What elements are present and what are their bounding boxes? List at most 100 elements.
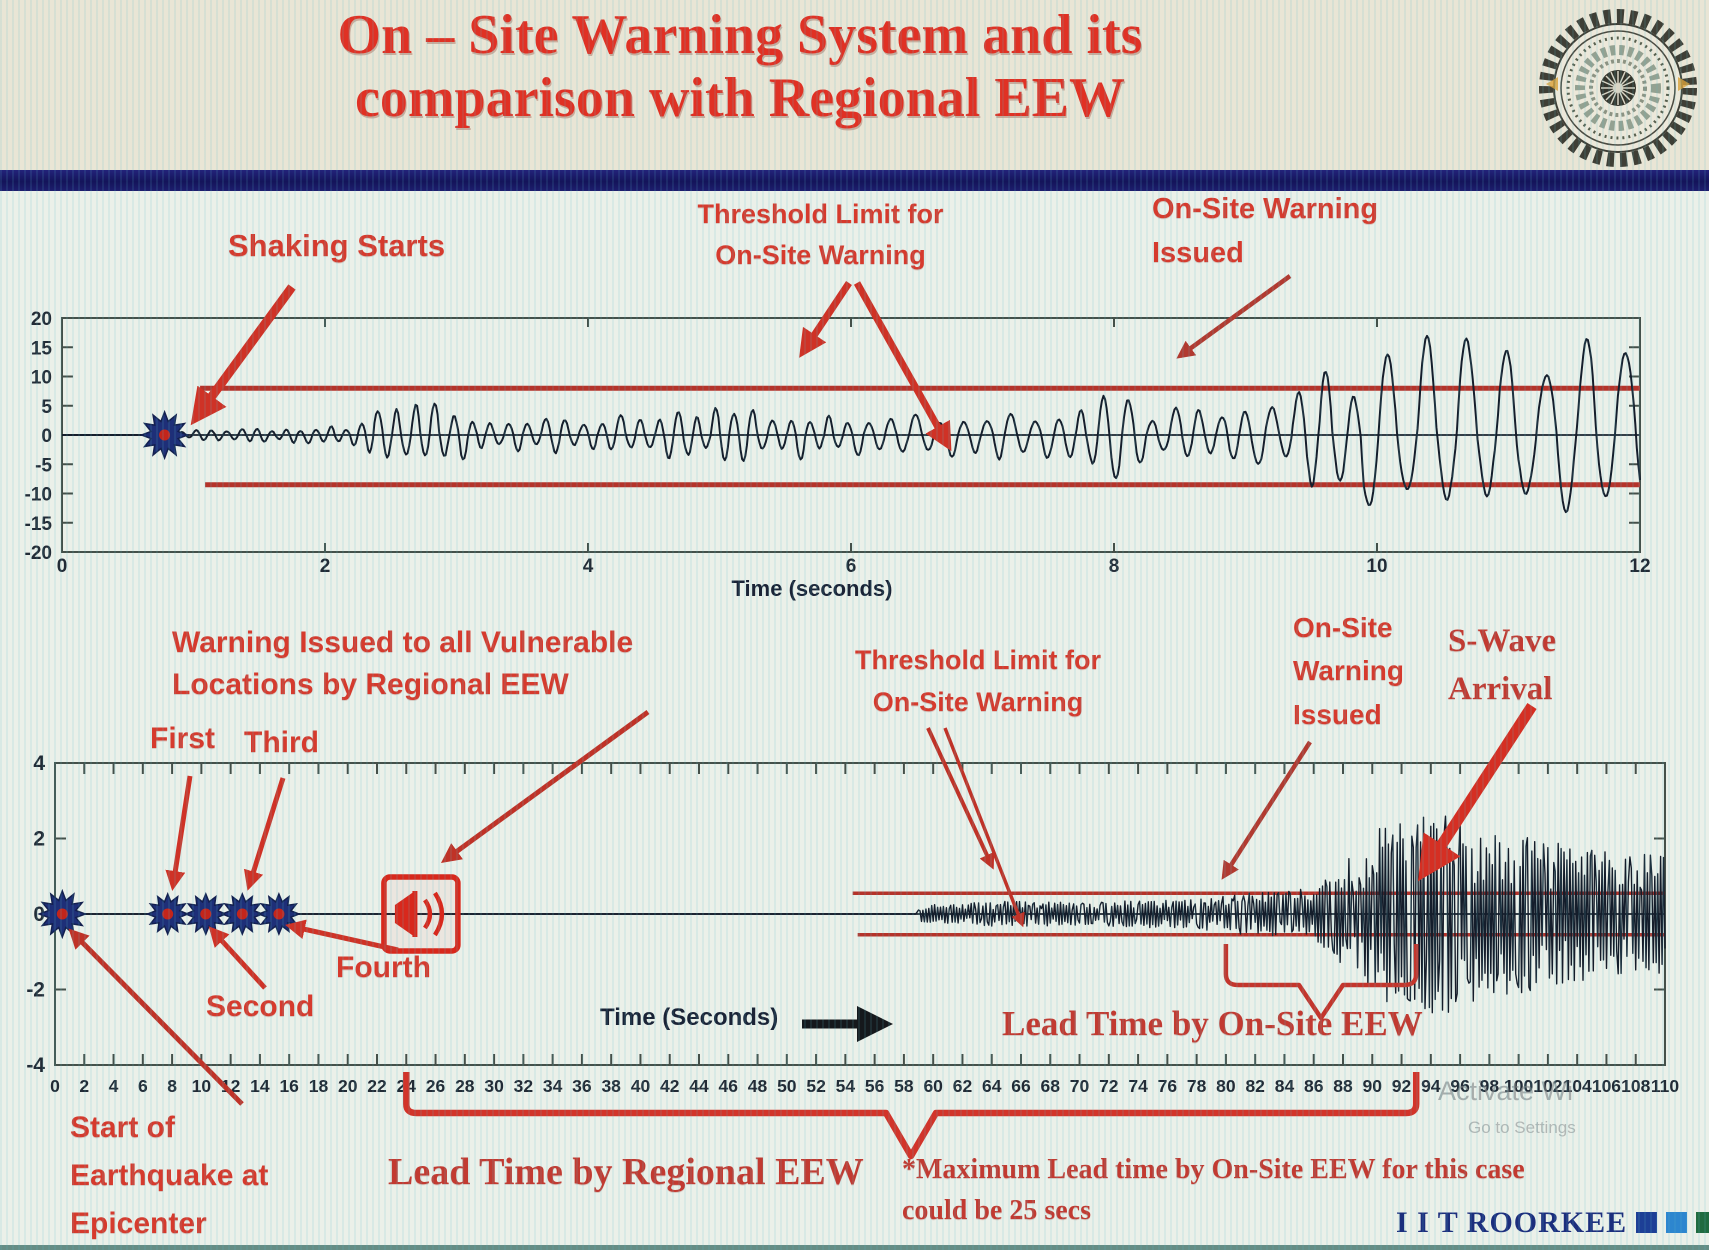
svg-text:82: 82 bbox=[1245, 1076, 1265, 1096]
svg-text:10: 10 bbox=[1366, 556, 1387, 577]
svg-text:92: 92 bbox=[1392, 1076, 1412, 1096]
slide-title-line2: comparison with Regional EEW bbox=[354, 66, 1126, 129]
svg-text:32: 32 bbox=[514, 1076, 534, 1096]
top-chart-xlabel: Time (seconds) bbox=[731, 576, 893, 601]
annotation-threshold-top: Threshold Limit for On-Site Warning bbox=[688, 194, 953, 275]
svg-text:2: 2 bbox=[79, 1076, 89, 1096]
annotation-regional-warning: Warning Issued to all Vulnerable Locatio… bbox=[172, 622, 633, 706]
svg-text:74: 74 bbox=[1128, 1076, 1148, 1096]
annotation-warning-issued-top-line1: On-Site Warning bbox=[1152, 193, 1379, 225]
annotation-first: First bbox=[150, 722, 216, 755]
svg-text:34: 34 bbox=[543, 1076, 563, 1096]
svg-text:0: 0 bbox=[50, 1076, 60, 1096]
svg-text:50: 50 bbox=[777, 1076, 797, 1096]
annotation-arrow bbox=[165, 775, 193, 891]
annotation-start-epicenter: Start of Earthquake at Epicenter bbox=[70, 1104, 268, 1248]
annotation-threshold-bottom-line2: On-Site Warning bbox=[872, 686, 1084, 717]
svg-text:70: 70 bbox=[1070, 1076, 1090, 1096]
svg-text:10: 10 bbox=[31, 368, 52, 389]
annotation-shaking-starts: Shaking Starts bbox=[228, 228, 446, 263]
svg-text:54: 54 bbox=[836, 1076, 856, 1096]
svg-text:44: 44 bbox=[689, 1076, 709, 1096]
svg-text:14: 14 bbox=[250, 1076, 270, 1096]
svg-text:96: 96 bbox=[1450, 1076, 1470, 1096]
svg-text:78: 78 bbox=[1187, 1076, 1207, 1096]
svg-text:8: 8 bbox=[1109, 556, 1120, 577]
svg-text:26: 26 bbox=[426, 1076, 446, 1096]
svg-text:40: 40 bbox=[631, 1076, 651, 1096]
svg-text:8: 8 bbox=[167, 1076, 177, 1096]
svg-text:36: 36 bbox=[572, 1076, 592, 1096]
annotation-warning-issued-top-line2: Issued bbox=[1152, 236, 1244, 269]
loudspeaker-icon bbox=[381, 874, 461, 954]
svg-text:4: 4 bbox=[109, 1076, 119, 1096]
svg-text:-20: -20 bbox=[25, 543, 52, 564]
svg-text:38: 38 bbox=[601, 1076, 621, 1096]
bottom-edge-strip bbox=[0, 1245, 1709, 1250]
slide-title-line1: On – Site Warning System and its bbox=[337, 4, 1143, 66]
bottom-chart-xlabel: Time (Seconds) bbox=[600, 1004, 779, 1031]
svg-text:15: 15 bbox=[31, 338, 53, 359]
annotation-regional-warning-line1: Warning Issued to all Vulnerable bbox=[172, 626, 634, 659]
regional-lead-time-bracket bbox=[403, 1072, 1420, 1160]
svg-text:104: 104 bbox=[1563, 1076, 1592, 1096]
svg-text:20: 20 bbox=[31, 309, 52, 330]
svg-text:6: 6 bbox=[138, 1076, 148, 1096]
annotation-arrow bbox=[285, 919, 399, 953]
annotation-arrow bbox=[68, 928, 244, 1106]
annotation-fourth: Fourth bbox=[336, 951, 431, 984]
svg-text:108: 108 bbox=[1621, 1076, 1650, 1096]
annotation-arrow bbox=[208, 926, 267, 990]
svg-text:30: 30 bbox=[484, 1076, 504, 1096]
annotation-s-wave-line2: Arrival bbox=[1448, 670, 1553, 707]
annotation-max-lead-note-line1: *Maximum Lead time by On-Site EEW for th… bbox=[902, 1154, 1525, 1185]
svg-text:86: 86 bbox=[1304, 1076, 1324, 1096]
svg-text:48: 48 bbox=[748, 1076, 768, 1096]
svg-text:22: 22 bbox=[367, 1076, 387, 1096]
svg-text:106: 106 bbox=[1592, 1076, 1621, 1096]
svg-text:-15: -15 bbox=[25, 514, 53, 535]
onsite-lead-time-bracket bbox=[1223, 944, 1419, 1021]
svg-text:94: 94 bbox=[1421, 1076, 1441, 1096]
svg-text:4: 4 bbox=[583, 556, 594, 577]
svg-text:72: 72 bbox=[1099, 1076, 1119, 1096]
svg-text:84: 84 bbox=[1275, 1076, 1295, 1096]
svg-text:28: 28 bbox=[455, 1076, 475, 1096]
annotation-warning-issued-bottom-line1: On-Site bbox=[1293, 612, 1393, 643]
svg-text:62: 62 bbox=[953, 1076, 973, 1096]
iit-roorkee-logo bbox=[1538, 8, 1698, 168]
svg-text:110: 110 bbox=[1651, 1076, 1679, 1096]
svg-text:-5: -5 bbox=[35, 455, 52, 476]
svg-text:64: 64 bbox=[982, 1076, 1002, 1096]
svg-text:98: 98 bbox=[1480, 1076, 1500, 1096]
svg-text:76: 76 bbox=[1158, 1076, 1178, 1096]
annotation-threshold-bottom: Threshold Limit for On-Site Warning bbox=[838, 640, 1118, 724]
svg-text:-4: -4 bbox=[26, 1054, 45, 1077]
annotation-start-epicenter-line3: Epicenter bbox=[70, 1207, 207, 1240]
annotation-threshold-top-line1: Threshold Limit for bbox=[697, 199, 944, 229]
annotation-start-epicenter-line1: Start of bbox=[70, 1111, 175, 1144]
annotation-arrow bbox=[1176, 274, 1292, 359]
svg-text:42: 42 bbox=[660, 1076, 680, 1096]
annotation-max-lead-note-line2: could be 25 secs bbox=[902, 1194, 1091, 1226]
svg-text:18: 18 bbox=[309, 1076, 329, 1096]
slide-title: On – Site Warning System and its compari… bbox=[150, 4, 1330, 129]
windows-activate-watermark-line2: Go to Settings bbox=[1468, 1118, 1576, 1137]
svg-text:4: 4 bbox=[33, 752, 45, 775]
annotation-arrow bbox=[1221, 740, 1312, 880]
annotation-arrow bbox=[243, 777, 286, 891]
annotation-third: Third bbox=[244, 726, 319, 759]
svg-text:56: 56 bbox=[865, 1076, 885, 1096]
annotation-lead-time-regional: Lead Time by Regional EEW bbox=[388, 1151, 864, 1193]
annotation-arrow bbox=[440, 709, 650, 863]
annotation-start-epicenter-line2: Earthquake at bbox=[70, 1159, 269, 1192]
svg-text:2: 2 bbox=[320, 556, 331, 577]
annotation-second: Second bbox=[206, 990, 315, 1023]
iit-roorkee-wordmark-text: I I T ROORKEE bbox=[1396, 1206, 1628, 1239]
annotation-warning-issued-top: On-Site Warning Issued bbox=[1152, 188, 1378, 275]
annotation-arrow bbox=[190, 284, 296, 426]
annotation-threshold-top-line2: On-Site Warning bbox=[715, 239, 926, 270]
svg-text:66: 66 bbox=[1011, 1076, 1031, 1096]
